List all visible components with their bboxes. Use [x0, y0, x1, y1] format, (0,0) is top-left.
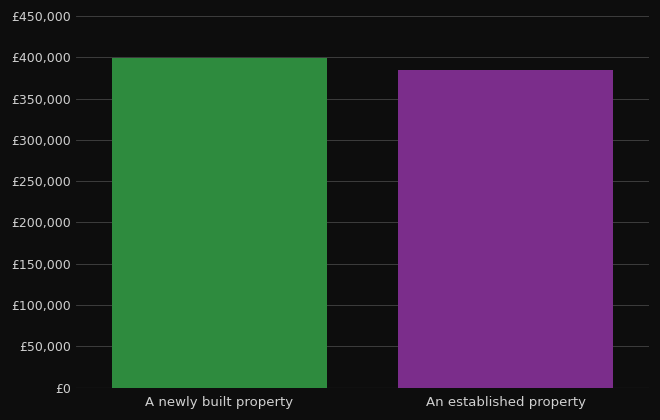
Bar	[112, 58, 327, 388]
Bar	[399, 70, 613, 388]
